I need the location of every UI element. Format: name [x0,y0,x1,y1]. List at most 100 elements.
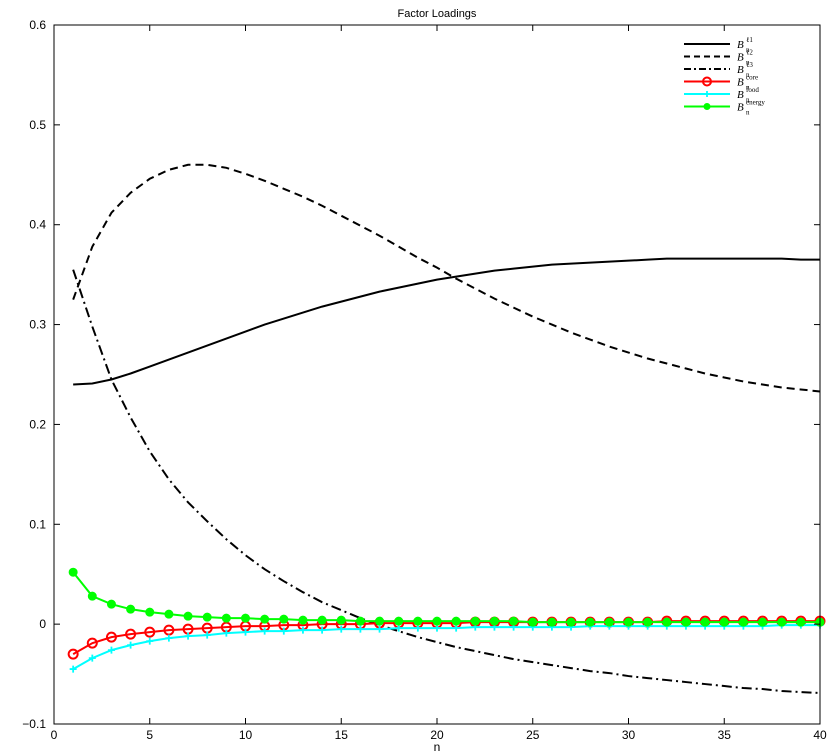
series-1 [73,257,820,386]
data-point [432,616,442,626]
legend-label: B [737,77,744,89]
data-point [299,626,307,634]
legend-superscript: ℓ1 [746,36,753,44]
data-point [260,614,270,624]
series-3 [72,269,821,695]
data-point [395,624,403,632]
x-tick-label: 0 [51,728,58,742]
data-point [317,615,327,625]
data-point [355,616,365,626]
data-point [452,624,460,632]
data-point [604,617,614,627]
x-axis-label: n [434,740,441,751]
legend-marker [704,91,710,97]
x-tick-label: 25 [526,728,540,742]
legend-subscript: n [746,59,750,67]
data-point [451,616,461,626]
legend-marker [703,103,711,110]
data-point [145,607,155,617]
data-point [566,617,576,627]
series-3-line [72,269,821,695]
data-point [375,616,385,626]
x-tick-label: 5 [146,728,153,742]
data-point [107,646,115,654]
data-point [183,611,193,621]
data-point [165,634,173,642]
series-2-line [72,163,821,393]
x-tick-label: 10 [239,728,253,742]
data-point [67,648,79,660]
data-point [528,617,538,627]
data-point [337,625,345,633]
series-food-line [72,624,820,670]
legend-superscript: energy [746,99,765,107]
data-point [164,609,174,619]
data-point [127,641,135,649]
data-point [356,625,364,633]
legend-label: B [737,89,744,101]
data-point [144,626,156,638]
data-point [203,631,211,639]
legend-subscript: n [746,71,750,79]
legend-label: B [737,52,744,64]
data-point [261,627,269,635]
legend-subscript: n [746,109,750,117]
legend-label: B [737,64,744,76]
y-tick-label: 0.1 [29,517,46,531]
legend-subscript: n [746,46,750,54]
data-point [146,637,154,645]
data-point [105,631,117,643]
data-point [241,613,250,623]
y-tick-label: 0.6 [29,18,46,32]
data-point [242,628,249,636]
data-point [221,613,231,623]
data-point [489,616,499,626]
legend-label: B [737,102,744,114]
legend-superscript: food [746,86,759,94]
legend-superscript: core [746,74,758,82]
data-point [738,617,748,627]
data-point [547,617,557,627]
data-point [394,616,404,626]
x-tick-label: 35 [718,728,732,742]
data-point [624,617,633,627]
y-tick-label: 0.2 [29,417,46,431]
data-point [777,617,787,627]
data-point [68,567,78,577]
data-point [106,599,116,609]
legend-superscript: ℓ3 [746,61,753,69]
data-point [662,617,672,627]
data-point [700,617,710,627]
data-point [414,624,422,632]
x-tick-label: 40 [813,728,827,742]
data-point [126,604,136,614]
data-point [298,615,308,625]
data-point [222,629,230,637]
data-point [125,628,137,640]
y-tick-label: 0 [39,617,46,631]
data-point [184,632,192,640]
data-point [336,615,346,625]
data-point [719,617,729,627]
data-point [681,617,691,627]
chart-title: Factor Loadings [398,8,477,20]
x-tick-label: 20 [430,728,444,742]
y-tick-label: 0.4 [29,218,46,232]
data-point [280,627,288,635]
data-point [318,626,326,634]
data-point [433,624,441,632]
data-point [279,614,289,624]
data-point [509,616,519,626]
legend-subscript: n [746,96,750,104]
legend-subscript: n [746,84,750,92]
data-point [88,654,96,662]
series-layer [67,163,826,695]
series-1-line [73,257,820,386]
data-point [87,591,97,601]
legend-marker [702,76,712,87]
y-tick-label: −0.1 [22,717,46,731]
